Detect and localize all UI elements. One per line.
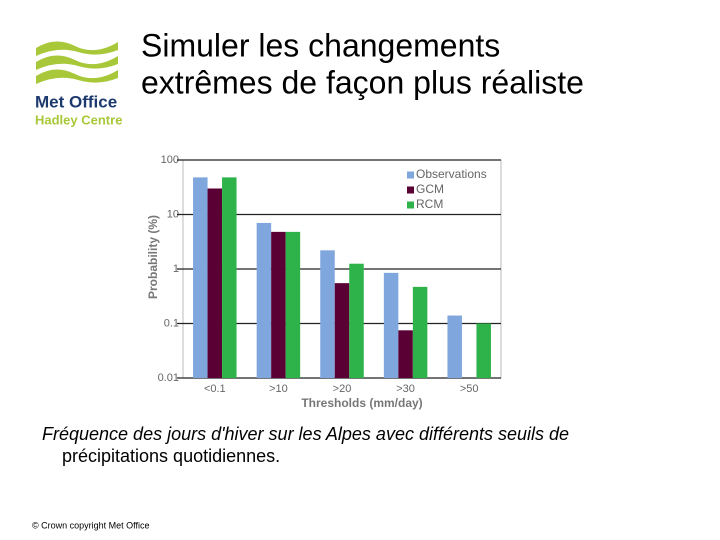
legend-label: GCM <box>416 182 444 196</box>
logo-wave <box>36 69 118 84</box>
bar <box>334 283 350 378</box>
bar <box>193 177 208 378</box>
y-tick-label: 10 <box>167 208 179 220</box>
bar <box>320 250 335 378</box>
bar <box>349 263 364 378</box>
caption-line: précipitations quotidiennes. <box>62 446 280 466</box>
y-tick-label: 1 <box>173 263 179 275</box>
bar <box>285 231 301 378</box>
x-tick-label: >10 <box>269 383 288 395</box>
title-line: extrêmes de façon plus réaliste <box>141 64 584 100</box>
logo-wave <box>36 55 118 70</box>
bar <box>271 231 286 378</box>
legend-swatch <box>407 201 414 209</box>
footer: © Crown copyright Met Office <box>32 520 150 530</box>
x-tick-label: <0.1 <box>204 383 226 395</box>
y-tick-label: 0.1 <box>164 317 179 329</box>
chart: 100 10 1 0.1 0.01 <0.1 >10 >20 >30 >50 Thresholds … <box>146 154 502 410</box>
y-tick-label: 100 <box>161 154 179 166</box>
caption-line: Fréquence des jours d'hiver sur les Alpe… <box>42 424 569 444</box>
bar <box>207 188 223 378</box>
y-tick-label: 0.01 <box>158 372 179 384</box>
title-line: Simuler les changements <box>141 27 500 63</box>
legend-label: RCM <box>416 197 443 211</box>
x-tick-label: >50 <box>460 383 479 395</box>
x-axis-label: Thresholds (mm/day) <box>301 396 422 410</box>
bar <box>412 286 428 378</box>
legend-swatch <box>407 171 414 179</box>
bar <box>222 177 237 378</box>
bar <box>398 330 413 378</box>
bar <box>383 272 399 378</box>
x-tick-label: >20 <box>333 383 352 395</box>
bar <box>256 222 272 378</box>
y-axis-label: Probability (%) <box>146 215 160 299</box>
bar <box>447 315 462 378</box>
x-tick-label: >30 <box>396 383 415 395</box>
logo: Met Office Hadley Centre <box>35 41 122 127</box>
logo-wave <box>36 41 118 56</box>
bar <box>476 323 491 378</box>
legend-label: Observations <box>416 167 487 181</box>
logo-subname: Hadley Centre <box>35 112 122 127</box>
logo-name: Met Office <box>35 92 117 111</box>
legend-swatch <box>407 186 414 194</box>
